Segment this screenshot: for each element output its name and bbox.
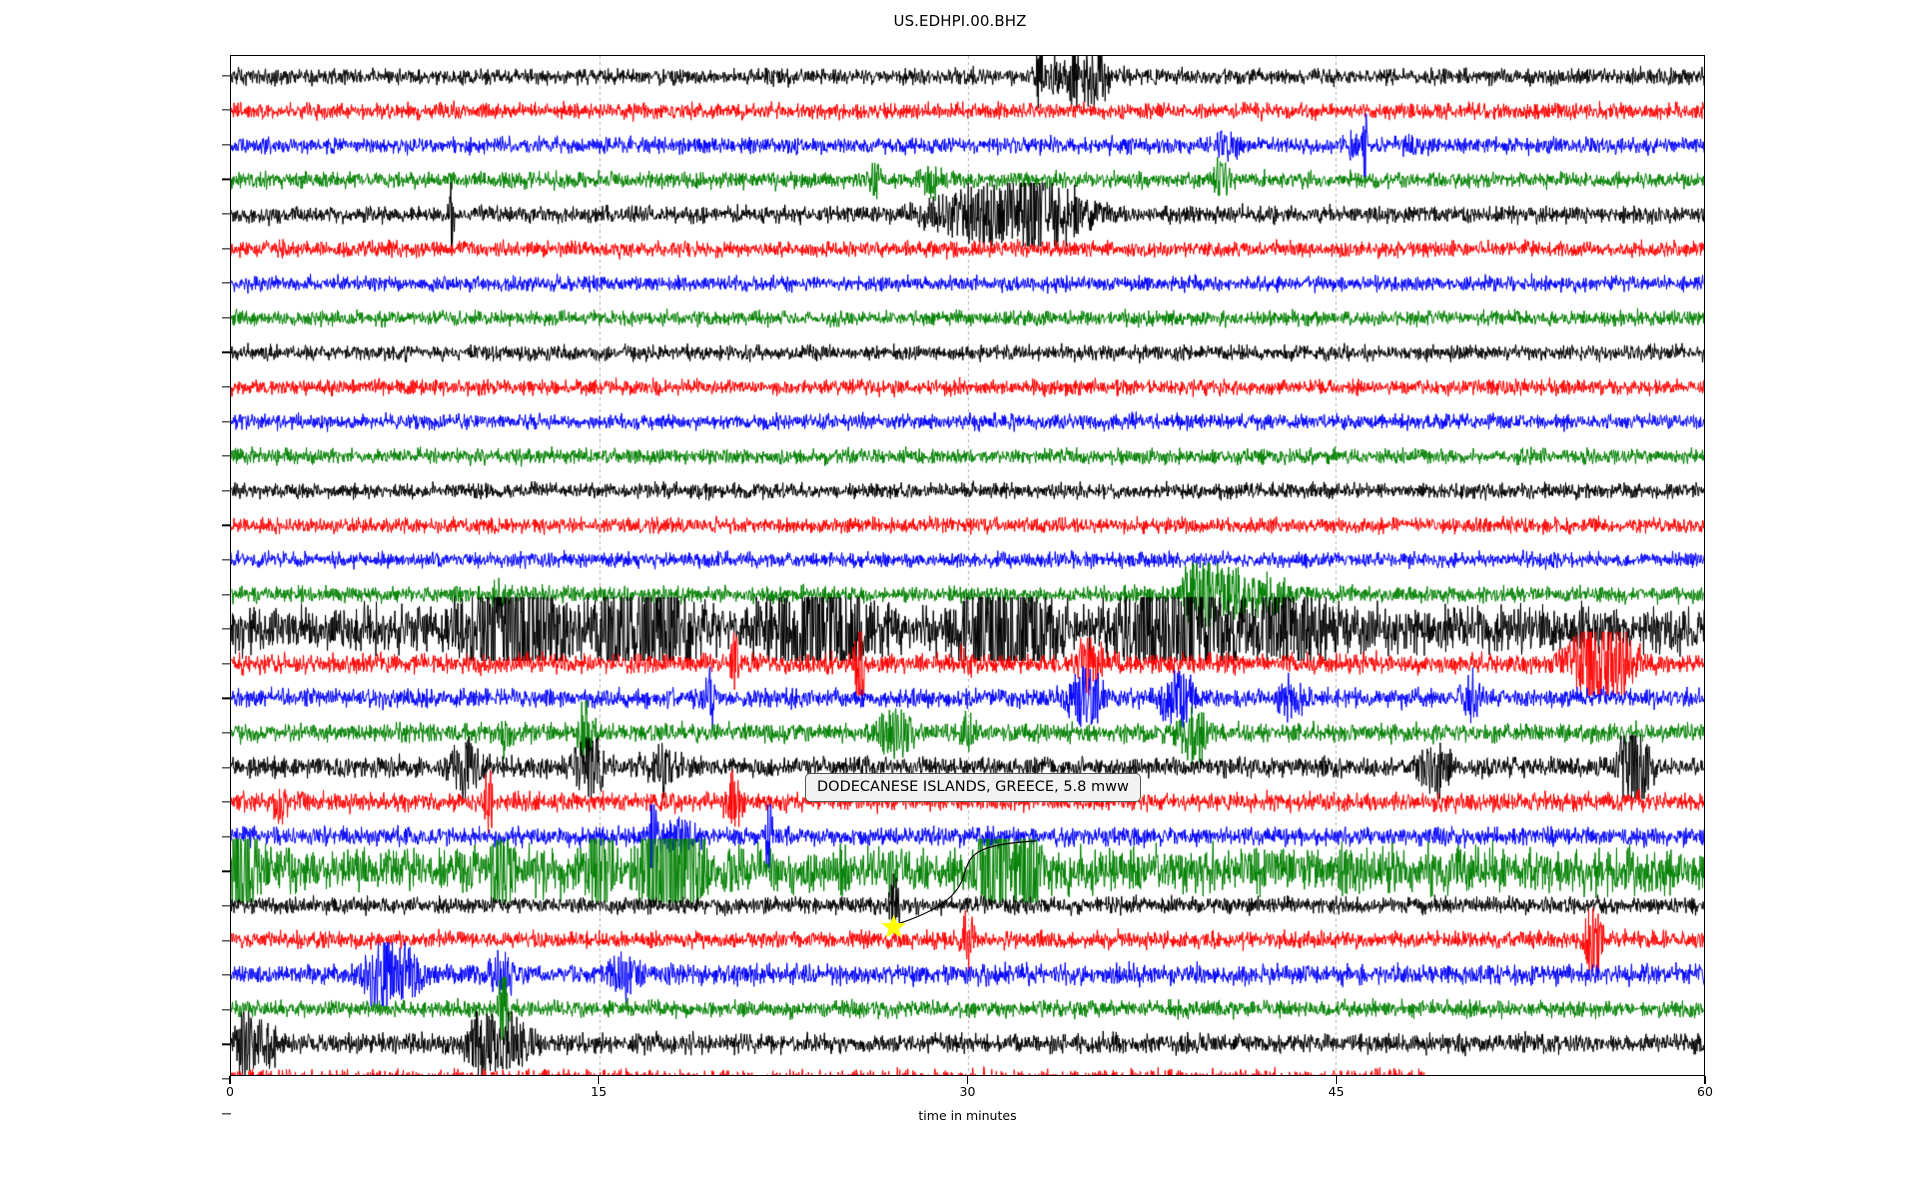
- y-tick-mark-5: [222, 247, 231, 250]
- y-tick-mark-23: [222, 870, 231, 872]
- y-tick-mark-19: [222, 732, 231, 734]
- x-tick-label-15: 15: [590, 1084, 607, 1099]
- y-tick-mark-8: [222, 351, 231, 353]
- seismogram-canvas: [231, 56, 1704, 1075]
- x-tick-label-30: 30: [959, 1084, 976, 1099]
- y-tick-mark-26: [222, 974, 231, 976]
- y-tick-mark-14: [222, 559, 231, 561]
- y-tick-mark-12: [222, 490, 231, 492]
- y-tick-mark-17: [222, 663, 231, 665]
- x-tick-label-45: 45: [1328, 1084, 1345, 1099]
- y-tick-mark-21: [222, 801, 231, 803]
- event-annotation-label[interactable]: DODECANESE ISLANDS, GREECE, 5.8 mww: [805, 773, 1141, 802]
- x-tick-mark-15: [598, 1076, 600, 1084]
- y-axis-ticks: 00:00:0201:00:0202:00:0203:00:0204:00:02…: [0, 0, 231, 1200]
- y-tick-mark-9: [222, 386, 231, 388]
- y-tick-mark-16: [222, 628, 231, 630]
- y-tick-mark-4: [222, 213, 231, 215]
- y-tick-mark-20: [222, 766, 231, 769]
- y-tick-mark-7: [222, 317, 231, 319]
- y-tick-mark-2: [222, 144, 231, 146]
- x-tick-mark-30: [966, 1076, 969, 1084]
- y-tick-mark-13: [222, 524, 231, 526]
- x-tick-mark-45: [1335, 1076, 1337, 1084]
- x-tick-label-0: 0: [226, 1084, 234, 1099]
- x-axis-title: time in minutes: [918, 1108, 1017, 1123]
- y-tick-mark-15: [222, 593, 231, 596]
- y-tick-mark-27: [222, 1009, 231, 1011]
- y-tick-mark-24: [222, 905, 231, 907]
- y-tick-mark-29: [222, 1078, 231, 1080]
- y-tick-mark-0: [222, 74, 231, 77]
- y-tick-mark-6: [222, 282, 231, 284]
- y-tick-mark-10: [222, 420, 231, 423]
- x-tick-label-60: 60: [1697, 1084, 1713, 1099]
- x-tick-mark-0: [229, 1076, 231, 1084]
- plot-axes: [230, 55, 1705, 1076]
- x-tick-mark-60: [1704, 1076, 1706, 1084]
- y-tick-mark-25: [222, 939, 231, 942]
- y-tick-mark-11: [222, 455, 231, 457]
- y-tick-mark-18: [222, 697, 231, 699]
- y-tick-mark-22: [222, 836, 231, 838]
- y-tick-mark-28: [222, 1043, 231, 1045]
- y-tick-mark-3: [222, 178, 231, 180]
- y-tick-mark-1: [222, 109, 231, 111]
- y-tick-mark-30: [222, 1112, 231, 1115]
- page-title: US.EDHPI.00.BHZ: [893, 12, 1027, 30]
